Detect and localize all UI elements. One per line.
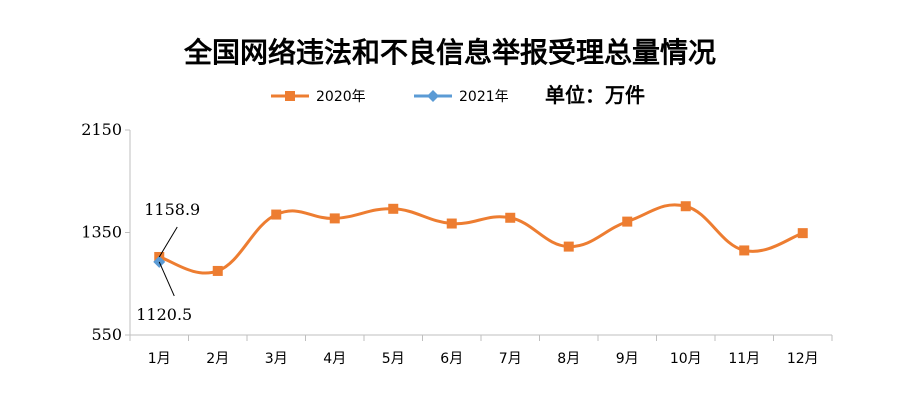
data-point-0-6 — [505, 212, 516, 223]
labels-layer: 1158.9 1120.5 — [136, 200, 200, 324]
data-label-1: 1120.5 — [136, 305, 192, 324]
legend-item-2021: 2021年 — [414, 89, 509, 105]
data-point-0-11 — [797, 228, 808, 239]
x-tick-label: 7月 — [499, 351, 522, 367]
annotation-leader-0 — [158, 226, 178, 258]
x-tick-label: 10月 — [670, 351, 702, 367]
x-tick-label: 2月 — [206, 351, 229, 367]
series-layer — [153, 201, 808, 276]
legend-label-2020: 2020年 — [316, 89, 366, 105]
x-tick-label: 8月 — [557, 351, 580, 367]
x-tick-label: 6月 — [440, 351, 463, 367]
x-tick-label: 5月 — [382, 351, 405, 367]
data-point-0-5 — [446, 218, 457, 229]
data-point-0-9 — [680, 201, 691, 212]
x-tick-label: 4月 — [323, 351, 346, 367]
x-tick-label: 11月 — [728, 351, 760, 367]
data-point-0-3 — [329, 213, 340, 224]
unit-label: 单位：万件 — [545, 83, 645, 107]
axes: 550 1350 2150 1月 2月 3月 4月 5月 6月 7月 8月 9月 10月 11月 12月 — [81, 120, 833, 367]
data-point-0-10 — [739, 245, 750, 256]
legend-marker-2021 — [427, 90, 439, 102]
legend-label-2021: 2021年 — [459, 89, 509, 105]
y-tick-label: 1350 — [81, 223, 122, 242]
x-tick-label: 9月 — [616, 351, 639, 367]
x-tick-label: 1月 — [148, 351, 171, 367]
data-point-0-4 — [388, 203, 399, 214]
data-point-0-8 — [622, 216, 633, 227]
data-point-0-1 — [212, 265, 223, 276]
series-line-0 — [158, 203, 804, 275]
legend: 2020年 2021年 单位：万件 — [271, 83, 645, 107]
annotation-leader-1 — [158, 261, 175, 297]
x-tick-label: 3月 — [265, 351, 288, 367]
y-tick-label: 550 — [91, 325, 122, 344]
data-point-0-2 — [271, 209, 282, 220]
y-tick-label: 2150 — [81, 120, 122, 139]
data-label-0: 1158.9 — [144, 200, 200, 219]
legend-marker-2020 — [285, 91, 295, 101]
x-tick-label: 12月 — [787, 351, 819, 367]
data-point-0-7 — [563, 241, 574, 252]
legend-item-2020: 2020年 — [271, 89, 366, 105]
chart-title: 全国网络违法和不良信息举报受理总量情况 — [183, 36, 716, 69]
